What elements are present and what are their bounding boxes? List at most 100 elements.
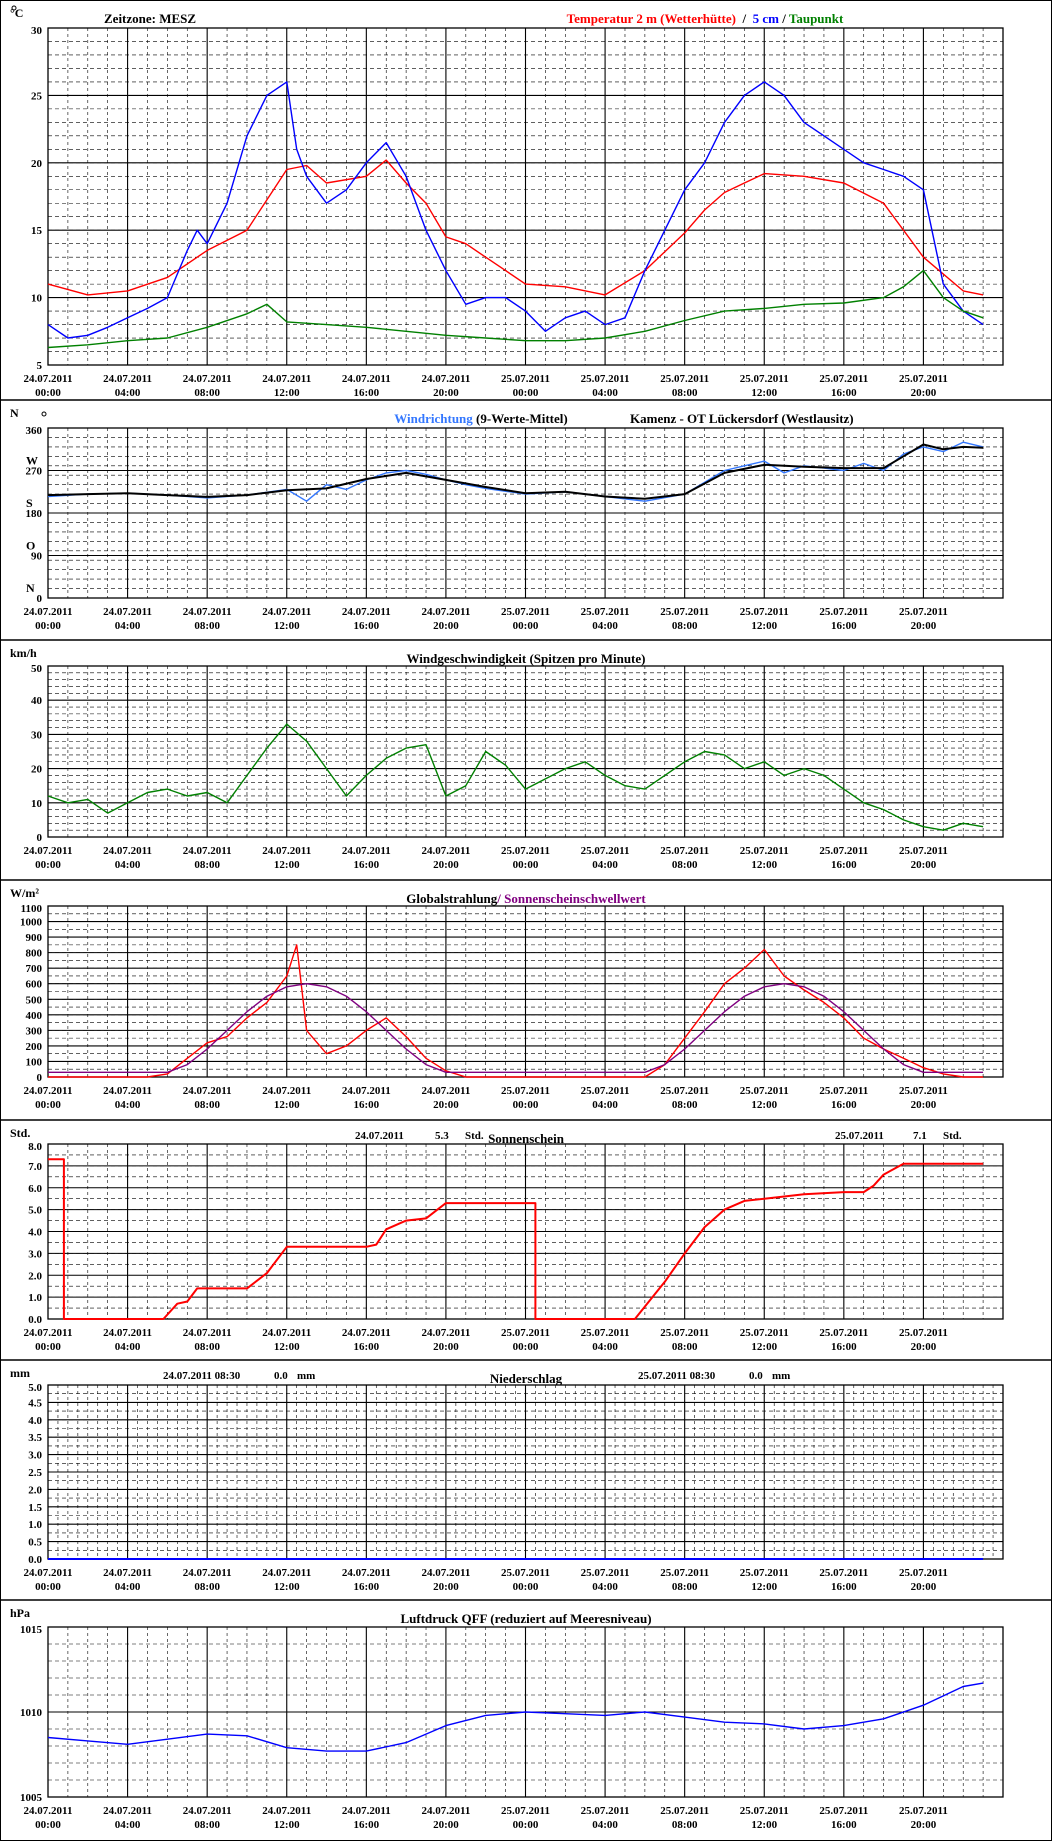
x-tick-time: 08:00 [194, 1581, 220, 1593]
x-tick-time: 16:00 [831, 859, 857, 871]
x-tick-date: 25.07.2011 [581, 373, 630, 385]
x-tick-date: 25.07.2011 [899, 1327, 948, 1339]
x-tick-date: 25.07.2011 [899, 845, 948, 857]
x-tick-date: 24.07.2011 [24, 1085, 73, 1097]
x-tick-date: 25.07.2011 [899, 1805, 948, 1817]
x-tick-time: 04:00 [592, 620, 618, 632]
series-temp-2 [47, 269, 984, 349]
y-tick-label: 0.0 [28, 1314, 42, 1326]
title-part: Windrichtung [394, 411, 473, 426]
x-tick-time: 00:00 [35, 1819, 61, 1831]
plot-frame [47, 1143, 1004, 1320]
x-tick-time: 20:00 [433, 1341, 459, 1353]
annot-right-date: 25.07.2011 08:30 [638, 1370, 716, 1382]
x-tick-time: 12:00 [751, 859, 777, 871]
grid [48, 905, 1003, 1078]
plot-frame [47, 427, 1004, 599]
degree-icon [11, 5, 17, 11]
y-tick-label: 1.0 [28, 1292, 42, 1304]
x-tick-date: 24.07.2011 [421, 373, 470, 385]
x-tick-date: 24.07.2011 [421, 1805, 470, 1817]
x-tick-time: 12:00 [274, 1341, 300, 1353]
x-tick-time: 00:00 [513, 1581, 539, 1593]
x-tick-date: 24.07.2011 [183, 1085, 232, 1097]
series-temp-1 [47, 81, 984, 339]
x-tick-time: 20:00 [911, 620, 937, 632]
y-tick-label: 360 [26, 425, 43, 437]
x-tick-date: 25.07.2011 [581, 606, 630, 618]
y-tick-label: 900 [26, 932, 43, 944]
y-tick-label: 25 [31, 90, 43, 102]
x-tick-time: 00:00 [513, 1099, 539, 1111]
x-tick-time: 12:00 [751, 1341, 777, 1353]
x-tick-time: 08:00 [672, 620, 698, 632]
x-tick-date: 25.07.2011 [899, 1567, 948, 1579]
x-tick-date: 24.07.2011 [24, 845, 73, 857]
x-tick-time: 08:00 [194, 387, 220, 399]
x-tick-time: 04:00 [115, 1819, 141, 1831]
y-tick-label: 90 [31, 551, 43, 563]
x-tick-date: 25.07.2011 [660, 1085, 709, 1097]
x-tick-date: 24.07.2011 [262, 845, 311, 857]
title-part: Temperatur 2 m (Wetterhütte) [567, 11, 736, 26]
x-tick-date: 25.07.2011 [501, 606, 550, 618]
y-tick-label: 5 [37, 360, 43, 372]
panel-title: Windrichtung (9-Werte-Mittel) [394, 411, 567, 426]
x-tick-date: 24.07.2011 [103, 606, 152, 618]
y-tick-label: 200 [26, 1041, 43, 1053]
x-tick-date: 25.07.2011 [581, 1327, 630, 1339]
y-tick-label: 0.5 [28, 1537, 42, 1549]
y-tick-label: 2.0 [28, 1484, 42, 1496]
x-tick-time: 16:00 [831, 1341, 857, 1353]
x-tick-date: 25.07.2011 [660, 1327, 709, 1339]
compass-label: O [26, 539, 35, 553]
x-tick-time: 00:00 [35, 1099, 61, 1111]
x-tick-time: 00:00 [35, 620, 61, 632]
x-tick-date: 24.07.2011 [103, 1805, 152, 1817]
grid [48, 665, 1003, 838]
x-tick-date: 25.07.2011 [899, 606, 948, 618]
unit-label: W/m² [10, 886, 39, 900]
x-tick-time: 08:00 [672, 387, 698, 399]
panel-title: Globalstrahlung/ Sonnenscheinschwellwert [406, 891, 646, 906]
annot-right-value: 0.0 [749, 1370, 763, 1382]
x-tick-time: 12:00 [274, 387, 300, 399]
series-winddir-1 [47, 443, 984, 500]
y-tick-label: 500 [26, 994, 43, 1006]
x-tick-date: 25.07.2011 [660, 845, 709, 857]
x-tick-time: 20:00 [433, 620, 459, 632]
timezone-label: Zeitzone: MESZ [104, 11, 196, 26]
y-tick-label: 1.5 [28, 1502, 42, 1514]
x-tick-time: 16:00 [353, 1581, 379, 1593]
y-tick-label: 1000 [20, 917, 43, 929]
panel-windspeed: 0 10 20 30 40 50 km/h Windgeschwindigkeit (Spit… [0, 639, 1052, 871]
y-tick-label: 300 [26, 1025, 43, 1037]
x-tick-date: 25.07.2011 [819, 606, 868, 618]
x-tick-date: 24.07.2011 [342, 373, 391, 385]
y-tick-label: 0 [37, 593, 43, 605]
x-tick-date: 24.07.2011 [24, 1567, 73, 1579]
x-tick-date: 25.07.2011 [740, 845, 789, 857]
x-tick-date: 24.07.2011 [183, 606, 232, 618]
panel-title: Niederschlag [490, 1371, 563, 1386]
station-label: Kamenz - OT Lückersdorf (Westlausitz) [630, 411, 854, 426]
x-tick-time: 20:00 [911, 1581, 937, 1593]
y-tick-label: 400 [26, 1010, 43, 1022]
x-tick-time: 08:00 [194, 1099, 220, 1111]
unit-label: km/h [10, 646, 37, 660]
y-tick-label: 3.0 [28, 1248, 42, 1260]
x-tick-time: 12:00 [751, 1581, 777, 1593]
title-part: / [779, 11, 789, 26]
x-tick-date: 24.07.2011 [421, 1567, 470, 1579]
x-tick-date: 25.07.2011 [660, 373, 709, 385]
x-tick-date: 24.07.2011 [24, 606, 73, 618]
annot-left-date: 24.07.2011 [355, 1130, 404, 1142]
y-tick-label: 700 [26, 963, 43, 975]
y-tick-label: 3.5 [28, 1432, 42, 1444]
x-tick-time: 12:00 [274, 1581, 300, 1593]
y-tick-label: 2.5 [28, 1467, 42, 1479]
grid [48, 1384, 1003, 1560]
x-tick-time: 20:00 [911, 1341, 937, 1353]
